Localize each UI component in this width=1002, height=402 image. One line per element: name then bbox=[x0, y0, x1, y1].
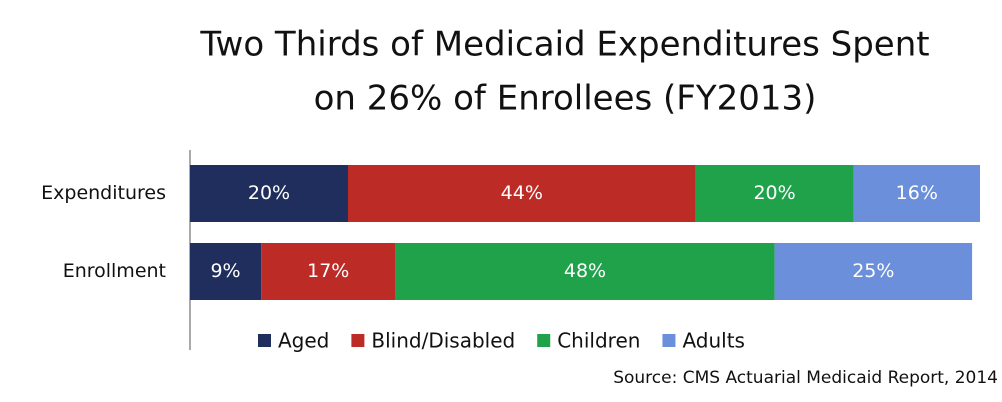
bar-segment bbox=[190, 243, 262, 300]
value-label: 20% bbox=[753, 182, 795, 204]
bar-segment bbox=[774, 243, 973, 300]
legend-label: Blind/Disabled bbox=[371, 329, 515, 353]
bar-segment bbox=[853, 165, 980, 222]
value-label: 17% bbox=[307, 260, 349, 282]
bar-segment bbox=[348, 165, 696, 222]
chart-title: Two Thirds of Medicaid Expenditures Spen… bbox=[199, 25, 929, 65]
category-label: Enrollment bbox=[63, 260, 166, 282]
legend-swatch bbox=[662, 334, 676, 347]
legend-label: Adults bbox=[682, 329, 745, 353]
bar-segment bbox=[261, 243, 396, 300]
legend-swatch bbox=[351, 334, 365, 347]
source: Source: CMS Actuarial Medicaid Report, 2… bbox=[613, 368, 998, 388]
bar-segment bbox=[695, 165, 854, 222]
value-label: 20% bbox=[248, 182, 290, 204]
legend-swatch bbox=[258, 334, 271, 347]
value-label: 16% bbox=[896, 182, 938, 204]
category-label: Expenditures bbox=[41, 182, 166, 204]
legend-label: Aged bbox=[278, 329, 329, 353]
value-label: 9% bbox=[210, 260, 240, 282]
bar-segment bbox=[395, 243, 775, 300]
bar-segment bbox=[190, 165, 348, 222]
value-label: 48% bbox=[564, 260, 606, 282]
value-label: 44% bbox=[501, 182, 543, 204]
legend-label: Children bbox=[557, 329, 640, 353]
value-label: 25% bbox=[852, 260, 894, 282]
chart-title: on 26% of Enrollees (FY2013) bbox=[314, 79, 817, 119]
legend-swatch bbox=[537, 334, 551, 347]
